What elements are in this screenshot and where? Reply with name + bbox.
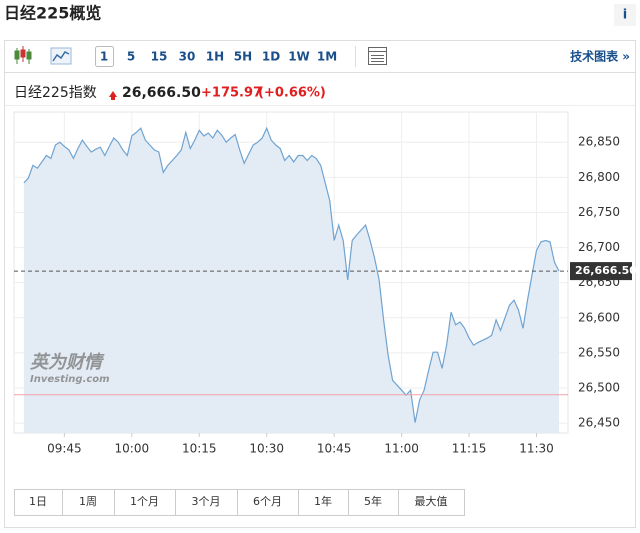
up-arrow	[109, 91, 117, 100]
frame	[4, 40, 636, 528]
y-tick-label: 26,750	[578, 205, 620, 219]
range-label[interactable]: 1周	[79, 495, 97, 508]
x-tick-label: 10:15	[182, 442, 217, 456]
x-tick-label: 10:30	[249, 442, 284, 456]
range-button[interactable]	[348, 489, 399, 516]
quote-change: +175.97	[201, 86, 262, 101]
quote-change-pct: (+0.66%)	[258, 86, 326, 101]
y-tick-label: 26,700	[578, 240, 620, 254]
title: 日经225概览	[4, 4, 101, 23]
watermark-brand: 英为财情	[30, 352, 105, 373]
watermark: 英为财情 Investing.com	[30, 352, 110, 385]
interval-button[interactable]: 1H	[206, 50, 224, 64]
x-tick-label: 09:45	[47, 442, 82, 456]
interval-button[interactable]: 5	[127, 50, 135, 64]
interval-button[interactable]: 15	[151, 50, 168, 64]
range-button[interactable]	[62, 489, 115, 516]
range-button[interactable]	[114, 489, 176, 516]
last-price-label: 26,666.50	[575, 264, 637, 277]
tech-chart-link[interactable]: 技术图表 »	[570, 49, 630, 64]
info-button[interactable]	[614, 4, 636, 26]
candle-icon[interactable]	[14, 46, 32, 64]
x-tick-label: 10:45	[317, 442, 352, 456]
quote-name: 日经225指数	[14, 85, 97, 101]
y-tick-label: 26,550	[578, 345, 620, 359]
y-tick-label: 26,800	[578, 170, 620, 184]
range-label[interactable]: 1日	[29, 495, 47, 508]
x-tick-label: 11:15	[452, 442, 487, 456]
interval-button[interactable]: 30	[179, 50, 196, 64]
y-tick-label: 26,500	[578, 381, 620, 395]
y-tick-label: 26,600	[578, 310, 620, 324]
last-price-box	[570, 262, 632, 281]
range-button[interactable]	[398, 489, 465, 516]
range-label[interactable]: 最大值	[415, 494, 448, 508]
y-tick-label: 26,450	[578, 416, 620, 430]
y-tick-label: 26,850	[578, 135, 620, 149]
range-label[interactable]: 1个月	[130, 495, 159, 508]
interval-button[interactable]: 1W	[288, 50, 310, 64]
range-label[interactable]: 1年	[314, 494, 332, 508]
line-icon[interactable]	[50, 47, 72, 65]
range-button[interactable]	[14, 489, 63, 516]
x-tick-label: 11:00	[384, 442, 419, 456]
interval-button[interactable]: 1D	[262, 50, 280, 64]
x-tick-label: 11:30	[519, 442, 554, 456]
info-icon[interactable]: i	[623, 8, 627, 23]
interval-button[interactable]: 1M	[317, 50, 337, 64]
range-label[interactable]: 3个月	[192, 495, 221, 508]
watermark-site: Investing.com	[30, 374, 110, 385]
area	[23, 128, 560, 433]
quote-price: 26,666.50	[122, 85, 201, 101]
line	[23, 126, 560, 423]
table-icon[interactable]	[368, 47, 387, 65]
interval-button[interactable]: 1	[100, 50, 108, 64]
active-interval	[95, 46, 114, 67]
range-label[interactable]: 5年	[364, 494, 382, 508]
x-tick-label: 10:00	[115, 442, 150, 456]
range-label[interactable]: 6个月	[253, 495, 282, 508]
plot: 26,45026,50026,55026,60026,65026,70026,7…	[13, 111, 637, 456]
interval-button[interactable]: 5H	[234, 50, 252, 64]
range-button[interactable]	[298, 489, 349, 516]
